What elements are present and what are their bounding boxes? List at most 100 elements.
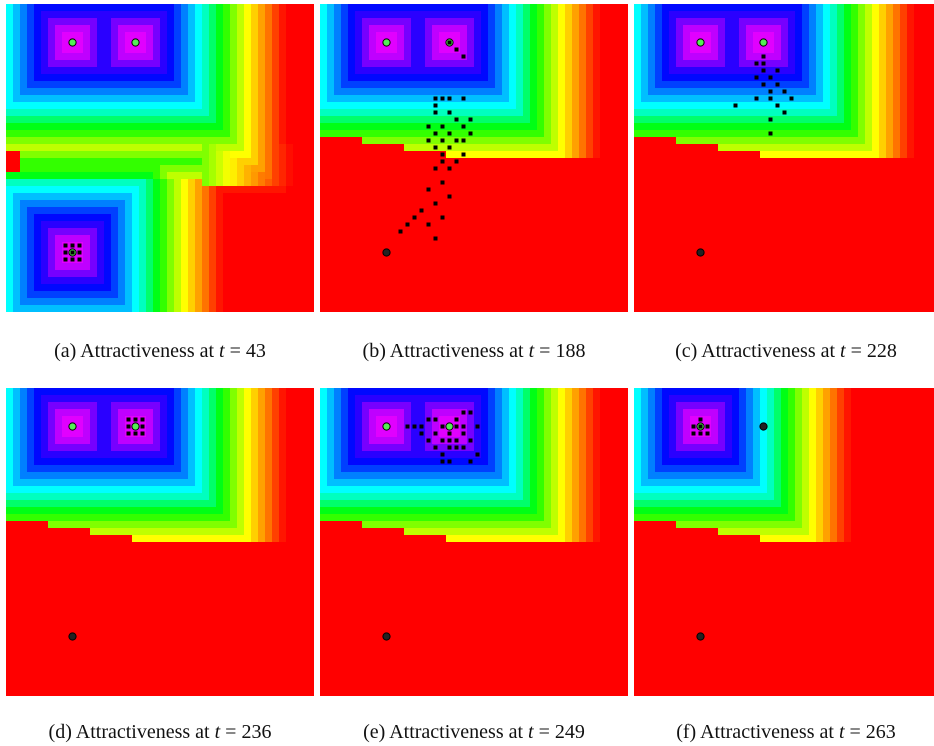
agent-marker	[433, 431, 438, 436]
target-2	[68, 632, 77, 641]
agent-marker	[761, 54, 766, 59]
agent-marker	[775, 68, 780, 73]
agent-marker	[768, 96, 773, 101]
target-0	[68, 38, 77, 47]
agent-marker	[782, 110, 787, 115]
agent-marker	[433, 103, 438, 108]
caption-c-var: t	[840, 340, 846, 362]
agent-marker	[447, 110, 452, 115]
agent-marker	[140, 417, 145, 422]
agent-marker	[140, 431, 145, 436]
agent-marker	[440, 459, 445, 464]
heatmap-f-svg	[634, 388, 934, 696]
agent-marker	[775, 82, 780, 87]
agent-marker	[433, 445, 438, 450]
agent-marker	[468, 131, 473, 136]
agent-marker	[433, 131, 438, 136]
agent-marker	[775, 103, 780, 108]
agent-marker	[461, 54, 466, 59]
agent-marker	[454, 445, 459, 450]
caption-e: (e) Attractiveness at t = 249	[309, 721, 639, 744]
agent-marker	[761, 82, 766, 87]
agent-marker	[440, 438, 445, 443]
caption-b-eq: =	[539, 340, 551, 362]
agent-marker	[433, 236, 438, 241]
agent-marker	[468, 410, 473, 415]
agent-marker	[70, 250, 75, 255]
heatmap-c-svg	[634, 4, 934, 312]
agent-marker	[468, 459, 473, 464]
heatmap-a-svg	[6, 4, 314, 312]
agent-marker	[419, 424, 424, 429]
caption-f-time: 263	[865, 721, 896, 743]
agent-marker	[412, 424, 417, 429]
agent-marker	[754, 96, 759, 101]
caption-b-text: Attractiveness at	[389, 340, 524, 362]
agent-marker	[768, 75, 773, 80]
agent-marker	[447, 145, 452, 150]
agent-marker	[433, 417, 438, 422]
agent-marker	[454, 417, 459, 422]
caption-b-time: 188	[555, 340, 586, 362]
caption-c: (c) Attractiveness at t = 228	[621, 340, 934, 363]
caption-c-eq: =	[850, 340, 862, 362]
agent-marker	[77, 257, 82, 262]
agent-marker	[426, 222, 431, 227]
caption-d-var: t	[214, 721, 221, 743]
agent-marker	[698, 417, 703, 422]
agent-marker	[133, 431, 138, 436]
agent-marker	[405, 222, 410, 227]
heatmap-panel-c	[634, 4, 934, 312]
target-0	[382, 422, 391, 431]
agent-marker	[475, 452, 480, 457]
heatmap-panel-d	[6, 388, 314, 696]
caption-c-time: 228	[866, 340, 897, 362]
caption-a-eq: =	[229, 340, 241, 362]
target-2	[696, 632, 705, 641]
agent-marker	[63, 243, 68, 248]
target-1	[131, 38, 140, 47]
agent-marker	[461, 152, 466, 157]
agent-marker	[126, 424, 131, 429]
agent-marker	[691, 424, 696, 429]
agent-marker	[63, 250, 68, 255]
caption-b: (b) Attractiveness at t = 188	[309, 340, 639, 363]
agent-marker	[768, 131, 773, 136]
agent-marker	[412, 215, 417, 220]
heatmap-b-svg	[320, 4, 628, 312]
caption-d-text: Attractiveness at	[75, 721, 210, 743]
agent-marker	[754, 75, 759, 80]
target-0	[696, 38, 705, 47]
caption-b-label: (b)	[362, 340, 386, 362]
agent-marker	[468, 438, 473, 443]
agent-marker	[440, 180, 445, 185]
agent-marker	[70, 243, 75, 248]
agent-marker	[447, 40, 452, 45]
caption-d-label: (d)	[48, 721, 72, 743]
agent-marker	[461, 445, 466, 450]
agent-marker	[419, 431, 424, 436]
target-2	[382, 248, 391, 257]
agent-marker	[705, 431, 710, 436]
agent-marker	[440, 452, 445, 457]
caption-f-text: Attractiveness at	[700, 721, 834, 743]
agent-marker	[77, 250, 82, 255]
caption-d-time: 236	[241, 721, 272, 743]
agent-marker	[440, 424, 445, 429]
agent-marker	[63, 257, 68, 262]
caption-b-var: t	[528, 340, 535, 362]
caption-e-eq: =	[538, 721, 550, 743]
agent-marker	[440, 96, 445, 101]
caption-a-time: 43	[245, 340, 266, 362]
agent-marker	[454, 47, 459, 52]
agent-marker	[433, 145, 438, 150]
caption-f-var: t	[838, 721, 845, 743]
caption-f: (f) Attractiveness at t = 263	[621, 721, 934, 744]
agent-marker	[447, 431, 452, 436]
caption-c-label: (c)	[675, 340, 698, 362]
agent-marker	[768, 89, 773, 94]
caption-c-text: Attractiveness at	[701, 340, 836, 362]
caption-f-label: (f)	[676, 721, 697, 743]
target-1	[759, 422, 768, 431]
agent-marker	[461, 96, 466, 101]
